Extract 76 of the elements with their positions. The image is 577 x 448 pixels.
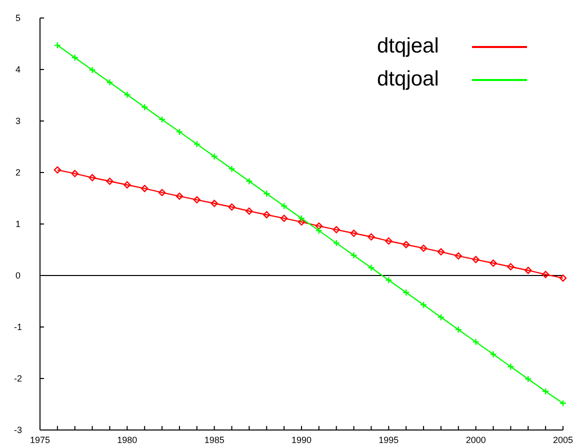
point [559, 274, 567, 282]
point [280, 214, 288, 222]
y-tick-label: 0 [15, 270, 21, 281]
point [420, 244, 428, 252]
point [315, 222, 323, 230]
point [71, 54, 78, 62]
x-tick-label: 1980 [117, 435, 138, 445]
point [298, 218, 306, 226]
point [368, 233, 375, 240]
point [158, 188, 166, 196]
point [350, 252, 358, 260]
point [71, 170, 78, 178]
x-tick-label: 1995 [378, 435, 399, 445]
legend-label: dtqjoal [377, 67, 439, 90]
point [420, 301, 428, 308]
point [158, 116, 166, 124]
point [280, 202, 288, 210]
point [350, 230, 358, 237]
point [385, 237, 392, 245]
point [106, 178, 114, 185]
x-tick-label: 1975 [30, 435, 50, 445]
point [542, 388, 550, 395]
point [298, 214, 306, 222]
point [246, 178, 253, 185]
point [507, 363, 514, 370]
y-tick-label: 5 [15, 13, 21, 24]
point [454, 326, 462, 334]
point [54, 166, 62, 174]
point [263, 190, 270, 198]
x-tick-label: 1985 [204, 435, 224, 445]
y-tick-label: 3 [15, 116, 21, 126]
point [524, 375, 532, 383]
point [193, 196, 200, 204]
point [437, 314, 445, 321]
x-tick-label: 2000 [466, 435, 486, 445]
x-tick-label: 2005 [552, 435, 574, 445]
point [454, 252, 462, 260]
point [106, 78, 114, 86]
point [124, 181, 131, 188]
point [141, 184, 148, 192]
y-tick-label: 2 [15, 168, 21, 178]
point [193, 140, 200, 148]
point [210, 200, 218, 207]
point [332, 239, 340, 247]
point [490, 260, 497, 267]
point [124, 91, 131, 98]
point [176, 128, 184, 136]
point [88, 66, 96, 74]
point [368, 264, 375, 272]
point [210, 152, 218, 160]
point [176, 192, 184, 200]
y-tick-label: -3 [14, 425, 22, 436]
point [402, 288, 410, 296]
point [437, 248, 445, 256]
point [385, 276, 392, 284]
y-tick-label: -1 [14, 322, 22, 332]
point [332, 226, 340, 234]
y-tick-label: 1 [15, 219, 21, 230]
point [315, 227, 323, 234]
y-tick-label: 4 [15, 64, 21, 75]
point [246, 208, 253, 215]
point [402, 241, 410, 248]
legend-label: dtqjeal [377, 34, 439, 58]
point [228, 165, 236, 172]
point [263, 211, 270, 218]
point [524, 266, 532, 274]
point [542, 270, 550, 278]
point [228, 203, 236, 211]
point [507, 263, 514, 270]
point [472, 256, 480, 264]
x-tick-label: 1990 [291, 435, 312, 445]
point [141, 103, 148, 111]
y-tick-label: -2 [14, 374, 22, 384]
point [88, 174, 96, 182]
point [472, 338, 480, 346]
point [490, 350, 497, 358]
